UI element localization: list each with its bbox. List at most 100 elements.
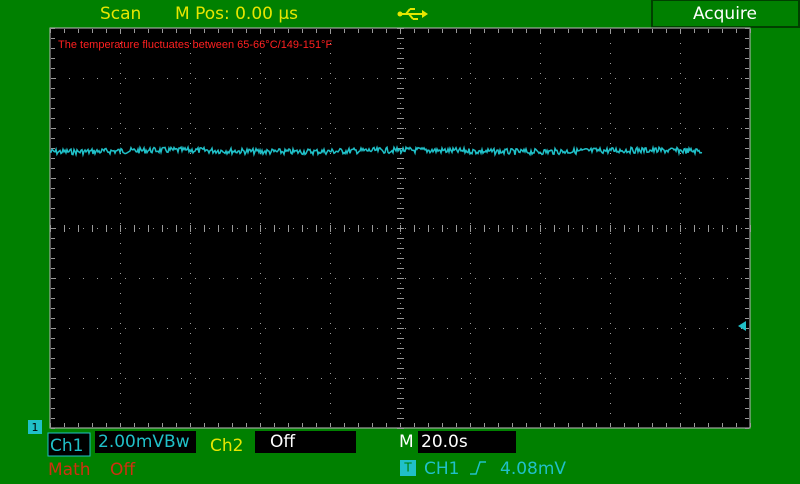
grid-dot	[610, 33, 611, 34]
grid-dot	[260, 283, 261, 284]
grid-dot	[260, 29, 261, 33]
grid-dot	[741, 278, 742, 279]
grid-dot	[540, 233, 541, 234]
grid-dot	[470, 213, 471, 214]
grid-dot	[330, 173, 331, 174]
grid-dot	[433, 228, 434, 229]
grid-dot	[120, 123, 121, 124]
grid-dot	[162, 29, 163, 33]
grid-dot	[125, 228, 126, 229]
grid-dot	[344, 423, 345, 427]
acquire-button[interactable]: Acquire	[693, 4, 757, 24]
grid-dot	[615, 78, 616, 79]
grid-dot	[629, 178, 630, 179]
grid-dot	[540, 303, 541, 304]
grid-dot	[397, 208, 404, 209]
grid-dot	[330, 143, 331, 144]
grid-dot	[470, 323, 471, 324]
grid-dot	[307, 378, 308, 379]
grid-dot	[540, 313, 541, 314]
grid-dot	[260, 173, 261, 174]
grid-dot	[745, 378, 749, 379]
grid-dot	[400, 253, 401, 254]
grid-dot	[540, 53, 541, 54]
grid-dot	[610, 213, 611, 214]
grid-dot	[745, 98, 749, 99]
grid-dot	[680, 353, 681, 354]
grid-dot	[209, 78, 210, 79]
grid-dot	[610, 253, 611, 254]
grid-dot	[699, 228, 700, 229]
grid-dot	[610, 123, 611, 124]
grid-dot	[260, 243, 261, 244]
grid-dot	[722, 29, 723, 33]
grid-dot	[722, 423, 723, 427]
grid-dot	[629, 328, 630, 329]
grid-dot	[195, 278, 196, 279]
grid-dot	[120, 113, 121, 114]
grid-dot	[610, 193, 611, 194]
grid-dot	[260, 213, 261, 214]
grid-dot	[330, 303, 331, 304]
ch1-scale: 2.00mVBw	[98, 432, 190, 452]
grid-dot	[475, 128, 476, 129]
grid-dot	[685, 78, 686, 79]
grid-dot	[204, 423, 205, 427]
grid-dot	[680, 363, 681, 364]
grid-dot	[237, 328, 238, 329]
grid-dot	[708, 29, 709, 33]
grid-dot	[745, 278, 749, 279]
grid-dot	[260, 313, 261, 314]
grid-dot	[397, 308, 404, 309]
grid-dot	[397, 138, 404, 139]
grid-dot	[260, 253, 261, 254]
grid-dot	[330, 43, 331, 44]
grid-dot	[554, 29, 555, 33]
grid-dot	[321, 278, 322, 279]
grid-dot	[610, 333, 611, 334]
grid-dot	[708, 423, 709, 427]
grid-dot	[652, 225, 653, 232]
grid-dot	[209, 278, 210, 279]
grid-dot	[470, 313, 471, 314]
grid-dot	[120, 263, 121, 264]
grid-dot	[55, 128, 56, 129]
grid-dot	[540, 243, 541, 244]
grid-dot	[540, 333, 541, 334]
grid-dot	[330, 153, 331, 154]
grid-dot	[470, 183, 471, 184]
grid-dot	[391, 178, 392, 179]
grid-dot	[680, 63, 681, 64]
grid-dot	[652, 29, 653, 33]
grid-dot	[680, 225, 681, 232]
grid-dot	[293, 128, 294, 129]
grid-dot	[517, 378, 518, 379]
grid-dot	[559, 278, 560, 279]
ch1-marker: 1	[32, 421, 39, 434]
grid-dot	[51, 28, 55, 29]
acquire-button-box[interactable]	[651, 0, 800, 28]
grid-dot	[111, 228, 112, 229]
grid-dot	[190, 29, 191, 33]
grid-dot	[573, 78, 574, 79]
grid-dot	[745, 418, 749, 419]
grid-dot	[195, 378, 196, 379]
grid-dot	[55, 278, 56, 279]
grid-dot	[274, 423, 275, 427]
grid-dot	[120, 323, 121, 324]
grid-dot	[559, 78, 560, 79]
grid-dot	[120, 173, 121, 174]
grid-dot	[685, 178, 686, 179]
grid-dot	[223, 228, 224, 229]
grid-dot	[260, 293, 261, 294]
grid-dot	[125, 328, 126, 329]
grid-dot	[120, 343, 121, 344]
grid-dot	[97, 328, 98, 329]
grid-dot	[397, 98, 404, 99]
grid-dot	[330, 383, 331, 384]
grid-dot	[51, 208, 55, 209]
grid-dot	[531, 228, 532, 229]
grid-dot	[190, 183, 191, 184]
grid-dot	[167, 328, 168, 329]
grid-dot	[293, 378, 294, 379]
